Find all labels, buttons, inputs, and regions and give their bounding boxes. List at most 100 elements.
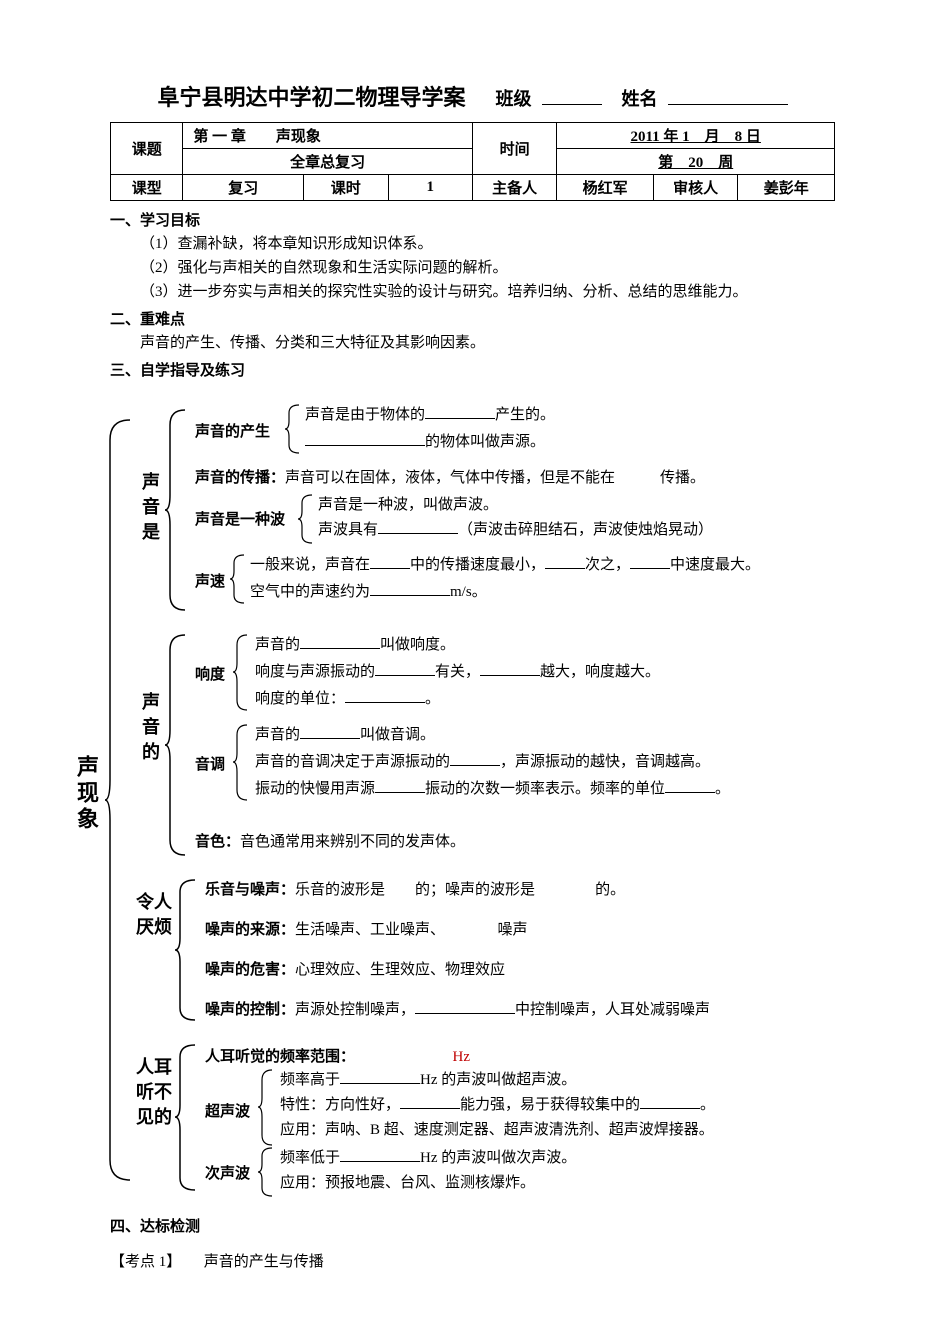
sec1-line3: （3）进一步夯实与声相关的探究性实验的设计与研究。培养归纳、分析、总结的思维能力… [110,280,835,304]
g4l1: 人耳听觉的频率范围： Hz [205,1045,470,1066]
sec1-line1: （1）查漏补缺，将本章知识形成知识体系。 [110,232,835,256]
text: 频率高于 [280,1072,340,1088]
table-row: 课型 复习 课时 1 主备人 杨红军 审核人 姜彭年 [111,175,835,201]
cell: 姜彭年 [738,175,835,201]
blank [480,662,540,676]
g4l3-brace [258,1148,276,1196]
cell-topic-label: 课题 [111,123,183,175]
blank [415,1000,515,1014]
text: 叫做响度。 [380,637,455,653]
text: 越大，响度越大。 [540,664,660,680]
text: Hz 的声波叫做次声波。 [420,1150,576,1166]
g2l1-c2: 响度与声源振动的有关，越大，响度越大。 [255,660,660,681]
g2l1-label: 响度 [195,663,225,684]
g2l2-brace [233,725,251,800]
text: m/s。 [450,584,487,600]
g3l2: 噪声的来源：生活噪声、工业噪声、 噪声 [205,918,528,939]
sec4-title: 四、达标检测 [110,1215,835,1236]
blank [305,432,425,446]
text: ，声源振动的越快，音调越高。 [500,754,710,770]
text: 声音的 [255,727,300,743]
blank [300,725,360,739]
text: 空气中的声速约为 [250,584,370,600]
class-label: 班级 [496,85,532,111]
blank [375,662,435,676]
cell-chapter: 第 一 章 声现象 [183,123,473,149]
text: 音色通常用来辨别不同的发声体。 [240,834,465,850]
cell-week: 第 20 周 [557,149,835,175]
cell: 复习 [183,175,304,201]
text: 产生的。 [495,407,555,423]
text: 的物体叫做声源。 [425,434,545,450]
blank [375,779,425,793]
blank [545,555,585,569]
text: 声音可以在固体，液体，气体中传播，但是不能在 [285,470,615,486]
g2l1-brace [233,635,251,710]
text: 生活噪声、工业噪声、 [295,922,438,938]
g3l3: 噪声的危害：心理效应、生理效应、物理效应 [205,958,505,979]
g4-brace [175,1045,200,1190]
text: 声音的音调决定于声源振动的 [255,754,450,770]
text: 乐音的波形是 [295,882,385,898]
g1l3-c2: 声波具有（声波击碎胆结石，声波使烛焰晃动） [318,518,713,539]
text: 噪声 [498,922,528,938]
g1l1-c2: 的物体叫做声源。 [305,430,545,451]
text: 振动的次数一频率表示。频率的单位 [425,781,665,797]
cell: 1 [388,175,472,201]
kaodian1: 【考点 1】 声音的产生与传播 [110,1250,835,1271]
g2l2-c2: 声音的音调决定于声源振动的 ，声源振动的越快，音调越高。 [255,750,710,771]
g3l4-label: 噪声的控制： [205,1002,295,1018]
text: 心理效应、生理效应、物理效应 [295,962,505,978]
g3-brace [175,880,200,1020]
g2l2-label: 音调 [195,753,225,774]
g3-text: 令人厌烦 [136,892,172,937]
blank [425,405,495,419]
blank [630,555,670,569]
text: 的；噪声的波形是 [415,882,535,898]
text: 次之， [585,557,630,573]
blank [370,555,410,569]
text: 特性：方向性好， [280,1097,400,1113]
text: Hz 的声波叫做超声波。 [420,1072,576,1088]
g1l3-brace [298,495,316,543]
g2l2-c3: 振动的快慢用声源 振动的次数一频率表示。频率的单位 。 [255,777,730,798]
text: 振动的快慢用声源 [255,781,375,797]
g1l1-label: 声音的产生 [195,420,270,441]
g4l3-c2: 应用：预报地震、台风、监测核爆炸。 [280,1171,535,1192]
blank [345,689,425,703]
g1-brace [165,410,190,610]
table-row: 课题 第 一 章 声现象 时间 2011 年 1 月 8 日 [111,123,835,149]
g1l3-c1: 声音是一种波，叫做声波。 [318,493,498,514]
text: 中的传播速度最小， [410,557,545,573]
g4-text: 人耳听不见的 [136,1057,172,1127]
blank [640,1095,700,1109]
g4l2-label: 超声波 [205,1100,250,1121]
chapter-text: 第 一 章 声现象 [193,129,321,145]
group2-label: 声音的 [142,690,164,766]
text: 中控制噪声，人耳处减弱噪声 [515,1002,710,1018]
group3-label: 令人厌烦 [136,890,176,940]
blank [378,520,458,534]
g1-text: 声音是 [142,472,160,542]
name-label: 姓名 [622,85,658,111]
g1l2-label: 声音的传播： [195,470,285,486]
text: 声音是由于物体的 [305,407,425,423]
text: （声波击碎胆结石，声波使烛焰晃动） [458,522,713,538]
g4l3-label: 次声波 [205,1162,250,1183]
text: 响度的单位： [255,691,345,707]
hz-unit: Hz [453,1049,471,1065]
name-blank [668,87,788,105]
cell-subtitle: 全章总复习 [183,149,473,175]
sec1-line2: （2）强化与声相关的自然现象和生活实际问题的解析。 [110,256,835,280]
root-brace [105,420,135,1180]
g2-brace [165,635,190,855]
g1l3-label: 声音是一种波 [195,508,285,529]
text: 。 [715,781,730,797]
sec2-title: 二、重难点 [110,308,835,329]
text: 有关， [435,664,480,680]
g1l1-brace [285,405,303,453]
g4l3-c1: 频率低于Hz 的声波叫做次声波。 [280,1146,576,1167]
g3l3-label: 噪声的危害： [205,962,295,978]
text: 中速度最大。 [670,557,760,573]
g1l4-c1: 一般来说，声音在中的传播速度最小，次之，中速度最大。 [250,553,760,574]
